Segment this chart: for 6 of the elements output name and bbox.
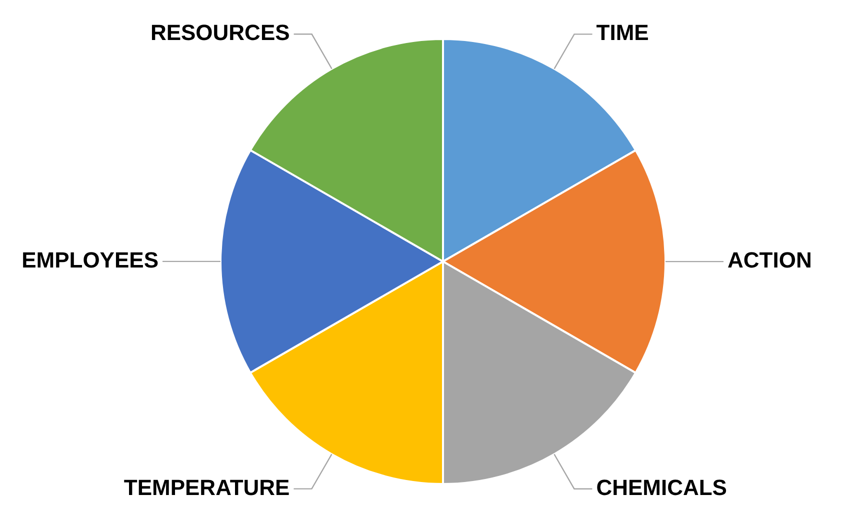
- slice-label: RESOURCES: [150, 20, 290, 46]
- slice-label: EMPLOYEES: [22, 247, 158, 272]
- slice-label: TEMPERATURE: [124, 474, 290, 500]
- slice-label: CHEMICALS: [596, 474, 727, 500]
- slice-label: ACTION: [728, 248, 812, 273]
- slice-label: TIME: [596, 20, 649, 46]
